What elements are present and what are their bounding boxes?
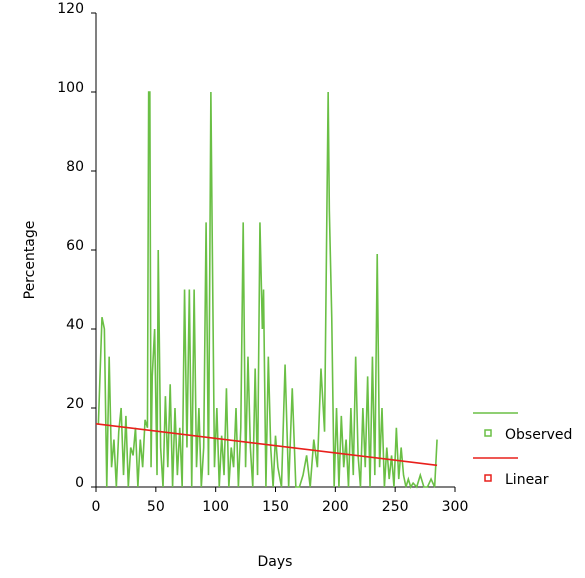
x-tick-label: 0 [92, 499, 101, 515]
legend-label: Observed [505, 427, 572, 443]
y-tick-label: 100 [57, 80, 84, 96]
x-tick-label: 50 [147, 499, 165, 515]
legend-label: Linear [505, 472, 549, 488]
y-tick-label: 20 [66, 396, 84, 412]
legend-marker [484, 474, 492, 482]
x-tick-label: 200 [322, 499, 349, 515]
x-tick-label: 150 [262, 499, 289, 515]
data-line [95, 423, 438, 467]
y-tick-label: 120 [57, 1, 84, 17]
x-tick-label: 300 [442, 499, 469, 515]
x-axis-label: Days [258, 554, 293, 570]
x-tick-label: 250 [382, 499, 409, 515]
y-tick-label: 60 [66, 238, 84, 254]
x-tick-label: 100 [202, 499, 229, 515]
legend-marker [484, 429, 492, 437]
y-axis-label: Percentage [22, 221, 38, 300]
y-tick-label: 80 [66, 159, 84, 175]
y-tick-label: 40 [66, 317, 84, 333]
y-tick-label: 0 [75, 475, 84, 491]
data-line [97, 91, 438, 489]
